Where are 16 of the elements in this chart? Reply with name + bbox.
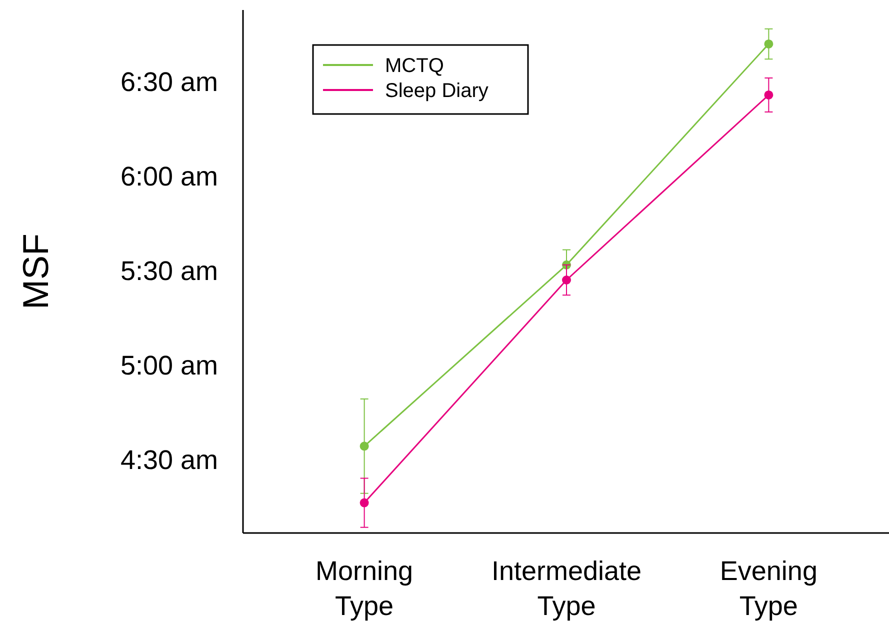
point xyxy=(562,275,571,284)
point xyxy=(764,90,774,100)
point xyxy=(360,498,369,508)
x-tick-label: Morning Type xyxy=(316,556,414,621)
y-tick-label: 4:30 am xyxy=(120,444,218,475)
point xyxy=(764,39,774,48)
x-tick-label: Intermediate Type xyxy=(491,556,642,621)
x-tick-label: Evening Type xyxy=(720,556,818,621)
point xyxy=(360,442,369,451)
y-axis-title: MSF xyxy=(15,234,56,310)
y-tick-label: 6:30 am xyxy=(120,67,218,98)
y-tick-label: 5:30 am xyxy=(120,256,218,286)
legend-label: MCTQ xyxy=(385,55,444,77)
legend-label: Sleep Diary xyxy=(385,80,488,102)
y-tick-label: 6:00 am xyxy=(120,162,218,192)
y-tick-label: 5:00 am xyxy=(120,350,218,380)
